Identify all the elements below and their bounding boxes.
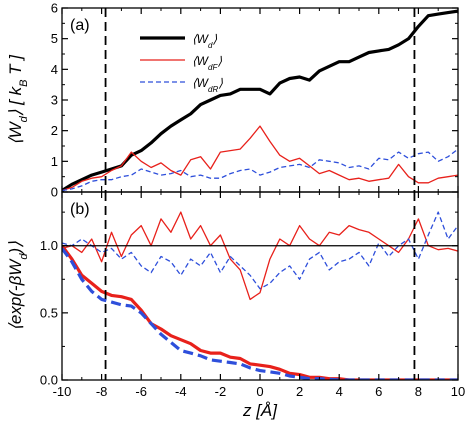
x-tick-label: 8 (415, 384, 422, 399)
x-tick-label: -4 (175, 384, 187, 399)
series-line-b-1 (62, 211, 458, 290)
x-tick-label: 0 (256, 384, 263, 399)
y-tick-label: 0 (51, 185, 58, 200)
plot-frame (61, 191, 459, 381)
x-tick-label: 6 (375, 384, 382, 399)
legend-entry: ⟨Wd⟩ (192, 32, 217, 50)
x-tick-label: -6 (135, 384, 147, 399)
x-tick-label: -10 (53, 384, 72, 399)
panel-b: -10 -8 -6 -4 -2 0 2 4 6 8 10 0.0 0.5 1.0 (b) ⟨exp(-βWd)… (6, 191, 465, 420)
y-tick-label: 1 (51, 154, 58, 169)
series-line-b-0 (62, 211, 458, 301)
y-tick-label: 0.0 (40, 373, 58, 388)
series-line-b-2 (62, 244, 458, 380)
y-tick-label: 5 (51, 31, 58, 46)
legend: ⟨Wd⟩ ⟨WdF⟩ ⟨WdR⟩ (140, 32, 223, 94)
x-tick-label: 4 (336, 384, 343, 399)
series-line-a-1 (62, 125, 458, 192)
y-tick-label: 6 (51, 1, 58, 16)
x-tick-label: -2 (215, 384, 227, 399)
y-tick-label: 2 (51, 123, 58, 138)
panel-label: (a) (70, 17, 90, 34)
series-line-b-3 (62, 247, 458, 380)
series-line-a-2 (62, 148, 458, 192)
panel-a: 0 1 2 3 4 5 6 (a) ⟨Wd⟩ [ kB T ] ⟨Wd⟩ ⟨WdF⟩ ⟨WdR⟩ (6, 1, 459, 200)
x-axis-title: z [Å] (242, 401, 278, 420)
y-tick-label: 0.5 (40, 305, 58, 320)
x-tick-label: -8 (96, 384, 108, 399)
y-tick-label: 4 (51, 62, 58, 77)
x-tick-label: 10 (451, 384, 465, 399)
y-tick-label: 1.0 (40, 238, 58, 253)
legend-entry: ⟨WdR⟩ (192, 76, 223, 94)
y-tick-label: 3 (51, 93, 58, 108)
series-line-a-0 (62, 9, 458, 192)
y-axis-title: ⟨Wd⟩ [ kB T ] (6, 54, 30, 145)
legend-entry: ⟨WdF⟩ (192, 54, 222, 72)
x-tick-label: 2 (296, 384, 303, 399)
panel-label: (b) (70, 201, 90, 218)
y-axis-title: ⟨exp(-βWd)⟩ (6, 241, 30, 331)
